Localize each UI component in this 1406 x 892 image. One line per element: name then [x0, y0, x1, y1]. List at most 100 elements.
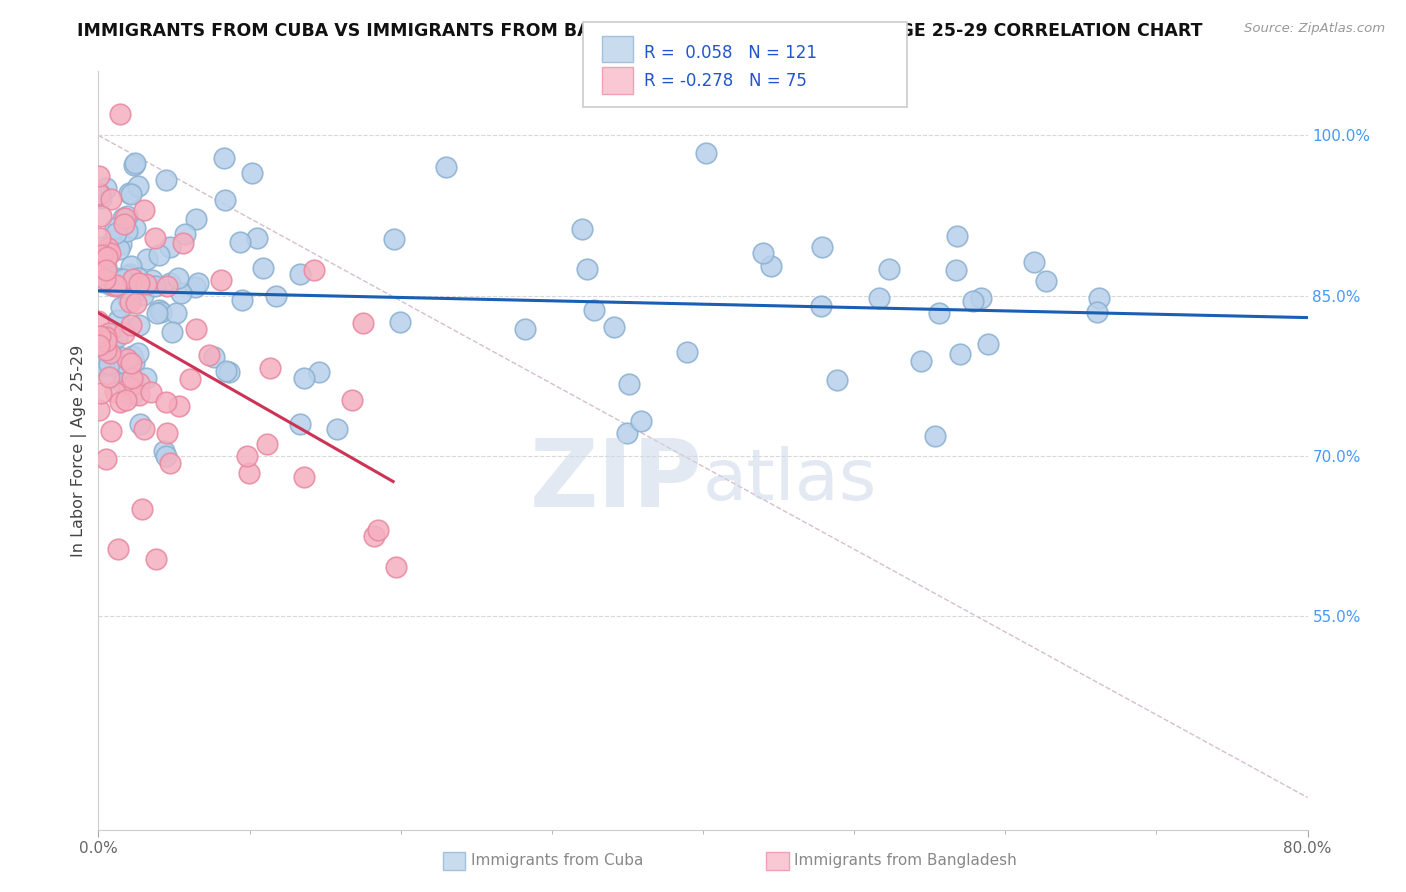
- Point: [122, 158, 145, 172]
- Point: [1024, 254, 1046, 268]
- Point: [143, 278, 166, 293]
- Point: [124, 156, 146, 170]
- Point: [89, 329, 111, 343]
- Point: [977, 336, 1000, 351]
- Point: [110, 237, 132, 252]
- Point: [125, 295, 148, 310]
- Text: R = -0.278   N = 75: R = -0.278 N = 75: [644, 72, 807, 90]
- Point: [928, 306, 950, 320]
- Point: [1088, 291, 1111, 305]
- Point: [118, 186, 141, 201]
- Point: [342, 392, 364, 407]
- Point: [184, 211, 207, 226]
- Point: [108, 242, 131, 256]
- Point: [231, 293, 253, 307]
- Point: [308, 365, 330, 379]
- Point: [165, 306, 187, 320]
- Point: [111, 272, 134, 286]
- Point: [97, 357, 120, 371]
- Point: [212, 152, 235, 166]
- Point: [120, 187, 142, 202]
- Point: [89, 268, 111, 282]
- Point: [159, 276, 181, 290]
- Point: [187, 276, 209, 290]
- Point: [676, 344, 699, 359]
- Point: [292, 370, 315, 384]
- Point: [104, 279, 127, 293]
- Point: [87, 186, 110, 201]
- Point: [1035, 274, 1057, 288]
- Point: [264, 289, 287, 303]
- Point: [107, 541, 129, 556]
- Point: [910, 354, 932, 368]
- Point: [117, 209, 139, 223]
- Point: [89, 358, 111, 372]
- Point: [128, 388, 150, 402]
- Point: [91, 275, 114, 289]
- Point: [179, 372, 201, 386]
- Point: [962, 293, 984, 308]
- Point: [132, 202, 155, 217]
- Point: [1085, 305, 1108, 319]
- Point: [209, 273, 232, 287]
- Point: [122, 272, 145, 286]
- Point: [810, 299, 832, 313]
- Point: [173, 227, 195, 241]
- Point: [112, 326, 135, 340]
- Point: [172, 235, 194, 250]
- Point: [325, 422, 347, 436]
- Point: [382, 232, 405, 246]
- Point: [159, 456, 181, 470]
- Point: [127, 346, 149, 360]
- Point: [87, 338, 110, 352]
- Point: [94, 260, 117, 274]
- Point: [252, 261, 274, 276]
- Point: [91, 328, 114, 343]
- Point: [120, 268, 142, 283]
- Point: [170, 285, 193, 300]
- Point: [97, 241, 120, 255]
- Point: [100, 424, 122, 438]
- Point: [302, 263, 325, 277]
- Point: [135, 371, 157, 385]
- Point: [571, 222, 593, 236]
- Point: [759, 259, 782, 273]
- Point: [91, 248, 114, 262]
- Point: [363, 529, 385, 543]
- Point: [352, 317, 374, 331]
- Point: [107, 349, 129, 363]
- Point: [924, 428, 946, 442]
- Point: [120, 356, 142, 370]
- Point: [112, 217, 135, 231]
- Point: [259, 360, 281, 375]
- Point: [89, 231, 111, 245]
- Point: [96, 263, 118, 277]
- Point: [141, 273, 163, 287]
- Point: [129, 417, 152, 432]
- Point: [127, 178, 149, 193]
- Point: [94, 332, 117, 346]
- Point: [105, 329, 128, 343]
- Point: [136, 252, 159, 267]
- Point: [135, 277, 157, 291]
- Point: [288, 267, 311, 281]
- Y-axis label: In Labor Force | Age 25-29: In Labor Force | Age 25-29: [72, 344, 87, 557]
- Point: [290, 417, 312, 431]
- Point: [970, 291, 993, 305]
- Point: [949, 347, 972, 361]
- Point: [810, 240, 832, 254]
- Point: [94, 330, 117, 344]
- Point: [124, 220, 146, 235]
- Point: [292, 470, 315, 484]
- Point: [879, 261, 901, 276]
- Point: [101, 334, 124, 349]
- Point: [122, 356, 145, 370]
- Point: [156, 279, 179, 293]
- Point: [229, 235, 252, 250]
- Point: [90, 209, 112, 223]
- Point: [93, 327, 115, 342]
- Point: [159, 240, 181, 254]
- Text: Immigrants from Cuba: Immigrants from Cuba: [471, 854, 644, 868]
- Point: [134, 422, 156, 436]
- Text: R =  0.058   N = 121: R = 0.058 N = 121: [644, 44, 817, 62]
